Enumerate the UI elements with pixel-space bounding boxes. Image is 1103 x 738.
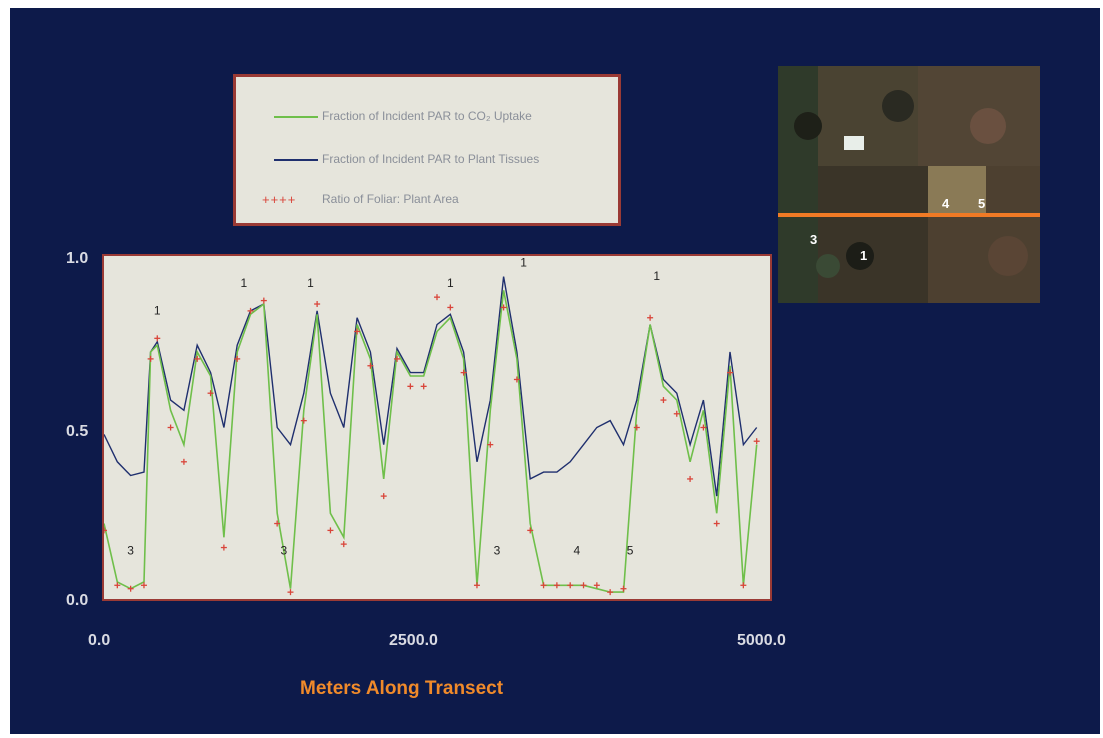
legend-label: Ratio of Foliar: Plant Area bbox=[322, 192, 459, 206]
data-point-foliar-ratio bbox=[287, 589, 294, 596]
data-point-foliar-ratio bbox=[380, 493, 387, 500]
series-co2-uptake-line bbox=[104, 290, 758, 593]
photo-label-5: 5 bbox=[978, 196, 986, 211]
data-point-foliar-ratio bbox=[127, 585, 134, 592]
data-point-foliar-ratio bbox=[207, 390, 214, 397]
chart-annotation-label: 1 bbox=[520, 256, 527, 269]
legend-item-co2-uptake: Fraction of Incident PAR to CO₂ Uptake bbox=[236, 107, 618, 127]
aerial-photo: 3 1 4 5 bbox=[778, 66, 1040, 303]
line-chart: 1 1 1 1 1 1 3 3 3 4 5 bbox=[104, 256, 760, 596]
data-point-foliar-ratio bbox=[327, 527, 334, 534]
data-point-foliar-ratio bbox=[147, 355, 154, 362]
data-point-foliar-ratio bbox=[660, 397, 667, 404]
data-point-foliar-ratio bbox=[180, 458, 187, 465]
photo-label-3: 3 bbox=[810, 232, 818, 247]
data-point-foliar-ratio bbox=[580, 582, 587, 589]
data-point-foliar-ratio bbox=[140, 582, 147, 589]
x-tick-label: 0.0 bbox=[88, 632, 111, 649]
legend-item-plant-tissues: Fraction of Incident PAR to Plant Tissue… bbox=[236, 150, 618, 170]
data-point-foliar-ratio bbox=[540, 582, 547, 589]
data-point-foliar-ratio bbox=[727, 369, 734, 376]
legend-swatch-green bbox=[274, 116, 318, 118]
series-plant-tissues-line bbox=[104, 276, 758, 497]
data-point-foliar-ratio bbox=[300, 417, 307, 424]
data-point-foliar-ratio bbox=[420, 383, 427, 390]
data-point-foliar-ratio bbox=[687, 475, 694, 482]
legend-swatch-red-dots: ++++ bbox=[262, 192, 297, 207]
chart-annotation-label: 5 bbox=[627, 543, 634, 557]
photo-label-1: 1 bbox=[860, 248, 868, 263]
legend-label: Fraction of Incident PAR to CO₂ Uptake bbox=[322, 109, 532, 123]
x-axis-label: Meters Along Transect bbox=[300, 678, 504, 699]
data-point-foliar-ratio bbox=[367, 362, 374, 369]
data-point-foliar-ratio bbox=[633, 424, 640, 431]
chart-annotation-label: 1 bbox=[307, 276, 314, 290]
data-point-foliar-ratio bbox=[527, 527, 534, 534]
data-point-foliar-ratio bbox=[647, 314, 654, 321]
data-point-foliar-ratio bbox=[740, 582, 747, 589]
data-point-foliar-ratio bbox=[260, 297, 267, 304]
legend-item-foliar-ratio: ++++ Ratio of Foliar: Plant Area bbox=[236, 190, 618, 210]
x-tick-label: 2500.0 bbox=[389, 632, 438, 649]
data-point-foliar-ratio bbox=[700, 424, 707, 431]
y-tick-label: 1.0 bbox=[66, 250, 89, 267]
data-point-foliar-ratio bbox=[593, 582, 600, 589]
data-point-foliar-ratio bbox=[104, 527, 107, 534]
data-point-foliar-ratio bbox=[194, 355, 201, 362]
chart-legend: Fraction of Incident PAR to CO₂ Uptake F… bbox=[233, 74, 621, 226]
data-point-foliar-ratio bbox=[447, 304, 454, 311]
data-point-foliar-ratio bbox=[620, 585, 627, 592]
data-point-foliar-ratio bbox=[500, 304, 507, 311]
chart-annotation-label: 1 bbox=[154, 303, 161, 317]
chart-annotation-label: 1 bbox=[447, 276, 454, 290]
data-point-foliar-ratio bbox=[114, 582, 121, 589]
data-point-foliar-ratio bbox=[274, 520, 281, 527]
data-point-foliar-ratio bbox=[220, 544, 227, 551]
data-point-foliar-ratio bbox=[553, 582, 560, 589]
chart-annotation-label: 3 bbox=[494, 543, 501, 557]
data-point-foliar-ratio bbox=[167, 424, 174, 431]
data-point-foliar-ratio bbox=[407, 383, 414, 390]
x-tick-label: 5000.0 bbox=[737, 632, 786, 649]
data-point-foliar-ratio bbox=[394, 355, 401, 362]
chart-annotation-label: 3 bbox=[280, 543, 287, 557]
data-point-foliar-ratio bbox=[473, 582, 480, 589]
legend-swatch-blue bbox=[274, 159, 318, 161]
data-point-foliar-ratio bbox=[434, 294, 440, 301]
data-point-foliar-ratio bbox=[314, 301, 321, 308]
data-point-foliar-ratio bbox=[460, 369, 467, 376]
data-point-foliar-ratio bbox=[673, 410, 680, 417]
chart-annotation-label: 4 bbox=[574, 543, 581, 557]
plot-area: 1 1 1 1 1 1 3 3 3 4 5 bbox=[102, 254, 772, 601]
data-point-foliar-ratio bbox=[234, 355, 241, 362]
data-point-foliar-ratio bbox=[487, 441, 494, 448]
data-point-foliar-ratio bbox=[247, 307, 254, 314]
data-point-foliar-ratio bbox=[607, 589, 614, 596]
chart-annotation-label: 1 bbox=[653, 269, 660, 283]
data-point-foliar-ratio bbox=[513, 376, 520, 383]
data-point-foliar-ratio bbox=[154, 335, 161, 342]
chart-annotation-label: 1 bbox=[241, 276, 248, 290]
y-tick-label: 0.0 bbox=[66, 592, 89, 609]
legend-label: Fraction of Incident PAR to Plant Tissue… bbox=[322, 152, 540, 166]
data-point-foliar-ratio bbox=[354, 328, 361, 335]
y-tick-label: 0.5 bbox=[66, 423, 89, 440]
chart-annotation-label: 3 bbox=[127, 543, 134, 557]
data-point-foliar-ratio bbox=[713, 520, 720, 527]
aerial-photo-image bbox=[778, 66, 1040, 303]
data-point-foliar-ratio bbox=[753, 438, 760, 445]
data-point-foliar-ratio bbox=[567, 582, 574, 589]
photo-label-4: 4 bbox=[942, 196, 950, 211]
data-point-foliar-ratio bbox=[340, 541, 347, 548]
